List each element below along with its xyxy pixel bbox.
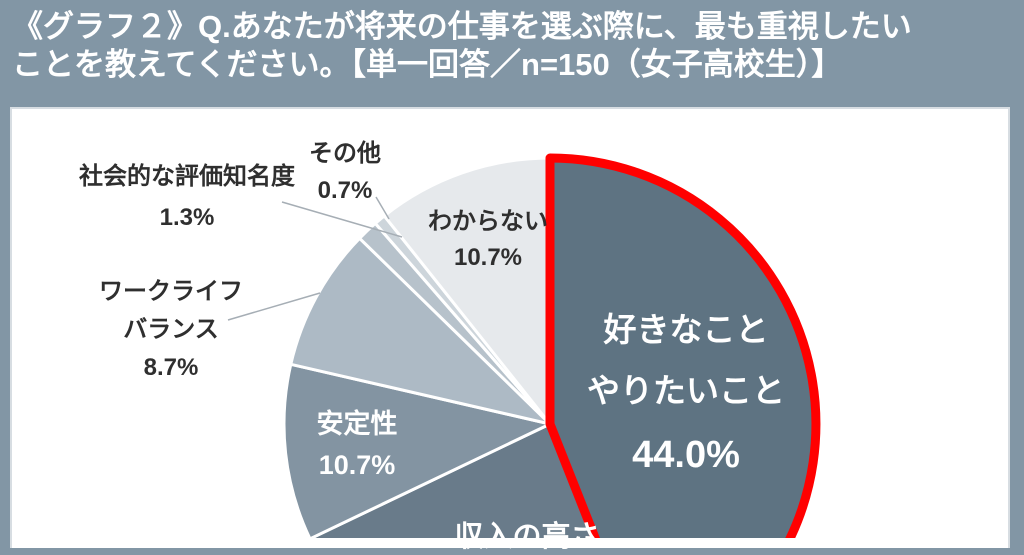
leader-line-2 xyxy=(227,292,321,321)
pie-label-percent: 1.3% xyxy=(159,203,215,231)
leader-line-1 xyxy=(375,196,390,220)
pie-label-percent: 8.7% xyxy=(143,353,199,381)
pie-label-social-reputation: 社会的な評価知名度 1.3% xyxy=(79,163,295,233)
pie-label-text: ワークライフ xyxy=(99,278,243,305)
chart-title-line2: ことを教えてください。【単一回答／n=150（女子高校生）】 xyxy=(12,47,843,82)
pie-label-other: その他 0.7% xyxy=(309,140,381,206)
pie-label-things-i-like: 好きなこと やりたいこと 44.0% xyxy=(587,311,785,476)
chart-header: 《グラフ２》Q.あなたが将来の仕事を選ぶ際に、最も重視したい ことを教えてくださ… xyxy=(0,0,1024,107)
pie-label-text: その他 xyxy=(309,140,381,167)
pie-label-text: わからない xyxy=(428,208,548,235)
pie-slice-6 xyxy=(382,156,552,429)
pie-label-text: 収入の高さ xyxy=(454,521,600,553)
pie-label-percent: 44.0% xyxy=(632,433,740,476)
pie-label-text: 安定性 xyxy=(316,409,398,439)
pie-slice-3 xyxy=(289,236,555,427)
pie-label-work-life-balance: ワークライフ バランス 8.7% xyxy=(99,278,243,391)
pie-label-percent: 10.7% xyxy=(318,450,396,481)
pie-label-text: バランス xyxy=(123,315,219,343)
leader-line-0 xyxy=(281,201,403,238)
pie-label-text: 好きなこと xyxy=(603,311,769,348)
pie-label-percent: 0.7% xyxy=(317,176,373,204)
pie-label-text: 社会的な評価知名度 xyxy=(79,163,295,190)
pie-label-income: 収入の高さ xyxy=(454,520,599,555)
pie-slice-0 xyxy=(545,153,821,538)
pie-slice-1 xyxy=(308,421,597,538)
pie-label-percent: 10.7% xyxy=(453,243,523,271)
pie-chart xyxy=(227,153,821,538)
pie-label-stability: 安定性 10.7% xyxy=(317,408,398,482)
chart-title-line1: 《グラフ２》Q.あなたが将来の仕事を選ぶ際に、最も重視したい xyxy=(12,9,912,44)
pie-label-text: やりたいこと xyxy=(587,372,785,410)
pie-slice-2 xyxy=(282,362,555,538)
pie-label-dont-know: わからない 10.7% xyxy=(428,208,548,273)
